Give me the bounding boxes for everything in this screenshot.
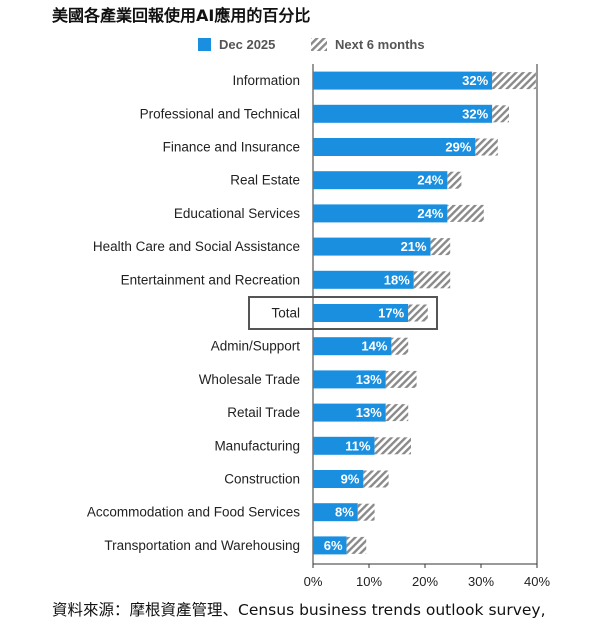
x-tick-label: 20% bbox=[412, 574, 438, 589]
source-note: 資料來源：摩根資產管理、Census business trends outlo… bbox=[52, 601, 546, 619]
data-label: 32% bbox=[462, 73, 488, 88]
highlight-box-total bbox=[248, 296, 438, 330]
bar-dec-2025 bbox=[313, 436, 375, 455]
bar-dec-2025 bbox=[313, 270, 414, 289]
bar-next-6-months bbox=[391, 337, 409, 355]
data-label: 13% bbox=[356, 372, 382, 387]
legend-swatch-next-6-months bbox=[311, 38, 327, 51]
data-label: 29% bbox=[445, 140, 471, 155]
x-tick-label: 0% bbox=[304, 574, 323, 589]
data-label: 17% bbox=[378, 306, 404, 321]
bar-dec-2025 bbox=[313, 304, 409, 322]
legend-label-dec-2025: Dec 2025 bbox=[219, 37, 275, 52]
bar-next-6-months bbox=[385, 404, 409, 422]
bar-dec-2025 bbox=[313, 104, 493, 123]
category-label: Construction bbox=[224, 472, 300, 487]
x-tick-label: 10% bbox=[356, 574, 382, 589]
data-label: 24% bbox=[417, 206, 443, 221]
data-label: 13% bbox=[356, 405, 382, 420]
bar-next-6-months bbox=[447, 204, 484, 222]
data-label: 24% bbox=[417, 173, 443, 188]
x-tick-label: 40% bbox=[524, 574, 550, 589]
category-label: Transportation and Warehousing bbox=[104, 538, 300, 553]
bar-next-6-months bbox=[475, 138, 498, 156]
bar-next-6-months bbox=[346, 536, 367, 554]
bar-dec-2025 bbox=[313, 503, 358, 522]
bar-next-6-months bbox=[447, 171, 462, 189]
legend-label-next-6-months: Next 6 months bbox=[335, 37, 425, 52]
data-label: 14% bbox=[361, 339, 387, 354]
data-label: 6% bbox=[324, 538, 343, 553]
category-label: Educational Services bbox=[174, 206, 300, 221]
category-label: Accommodation and Food Services bbox=[87, 505, 300, 520]
bar-dec-2025 bbox=[313, 237, 431, 256]
bar-dec-2025 bbox=[313, 138, 476, 156]
category-label: Admin/Support bbox=[211, 339, 301, 354]
category-label: Professional and Technical bbox=[140, 106, 300, 121]
category-label: Health Care and Social Assistance bbox=[93, 239, 300, 254]
chart-title: 美國各產業回報使用AI應用的百分比 bbox=[52, 6, 311, 25]
data-label: 21% bbox=[401, 239, 427, 254]
bar-next-6-months bbox=[363, 470, 389, 488]
bar-next-6-months bbox=[374, 437, 411, 455]
bar-dec-2025 bbox=[313, 204, 448, 223]
category-label: Retail Trade bbox=[227, 405, 300, 420]
bar-next-6-months bbox=[492, 72, 536, 90]
bar-dec-2025 bbox=[313, 370, 386, 389]
category-label: Information bbox=[232, 73, 300, 88]
category-label: Total bbox=[271, 306, 300, 321]
bar-dec-2025 bbox=[313, 71, 493, 90]
category-label: Finance and Insurance bbox=[163, 140, 300, 155]
bar-next-6-months bbox=[385, 370, 417, 388]
chart-legend: Dec 2025 Next 6 months bbox=[198, 37, 425, 52]
bar-next-6-months bbox=[413, 271, 451, 289]
category-label: Entertainment and Recreation bbox=[121, 272, 300, 287]
bar-next-6-months bbox=[357, 503, 375, 521]
bar-dec-2025 bbox=[313, 337, 392, 356]
bar-next-6-months bbox=[430, 238, 451, 256]
legend-swatch-dec-2025 bbox=[198, 38, 211, 51]
bar-dec-2025 bbox=[313, 403, 386, 422]
data-label: 11% bbox=[345, 438, 371, 453]
x-tick-label: 30% bbox=[468, 574, 494, 589]
bar-next-6-months bbox=[408, 304, 428, 322]
data-label: 8% bbox=[335, 505, 354, 520]
data-label: 9% bbox=[341, 472, 360, 487]
category-label: Manufacturing bbox=[214, 438, 300, 453]
bar-dec-2025 bbox=[313, 536, 347, 555]
plot-area: Information 32% Professional and Technical… bbox=[87, 64, 550, 589]
bar-dec-2025 bbox=[313, 470, 364, 488]
bar-dec-2025 bbox=[313, 171, 448, 190]
category-label: Wholesale Trade bbox=[199, 372, 300, 387]
data-label: 18% bbox=[384, 272, 410, 287]
bar-next-6-months bbox=[492, 105, 509, 123]
data-label: 32% bbox=[462, 106, 488, 121]
category-label: Real Estate bbox=[230, 173, 300, 188]
